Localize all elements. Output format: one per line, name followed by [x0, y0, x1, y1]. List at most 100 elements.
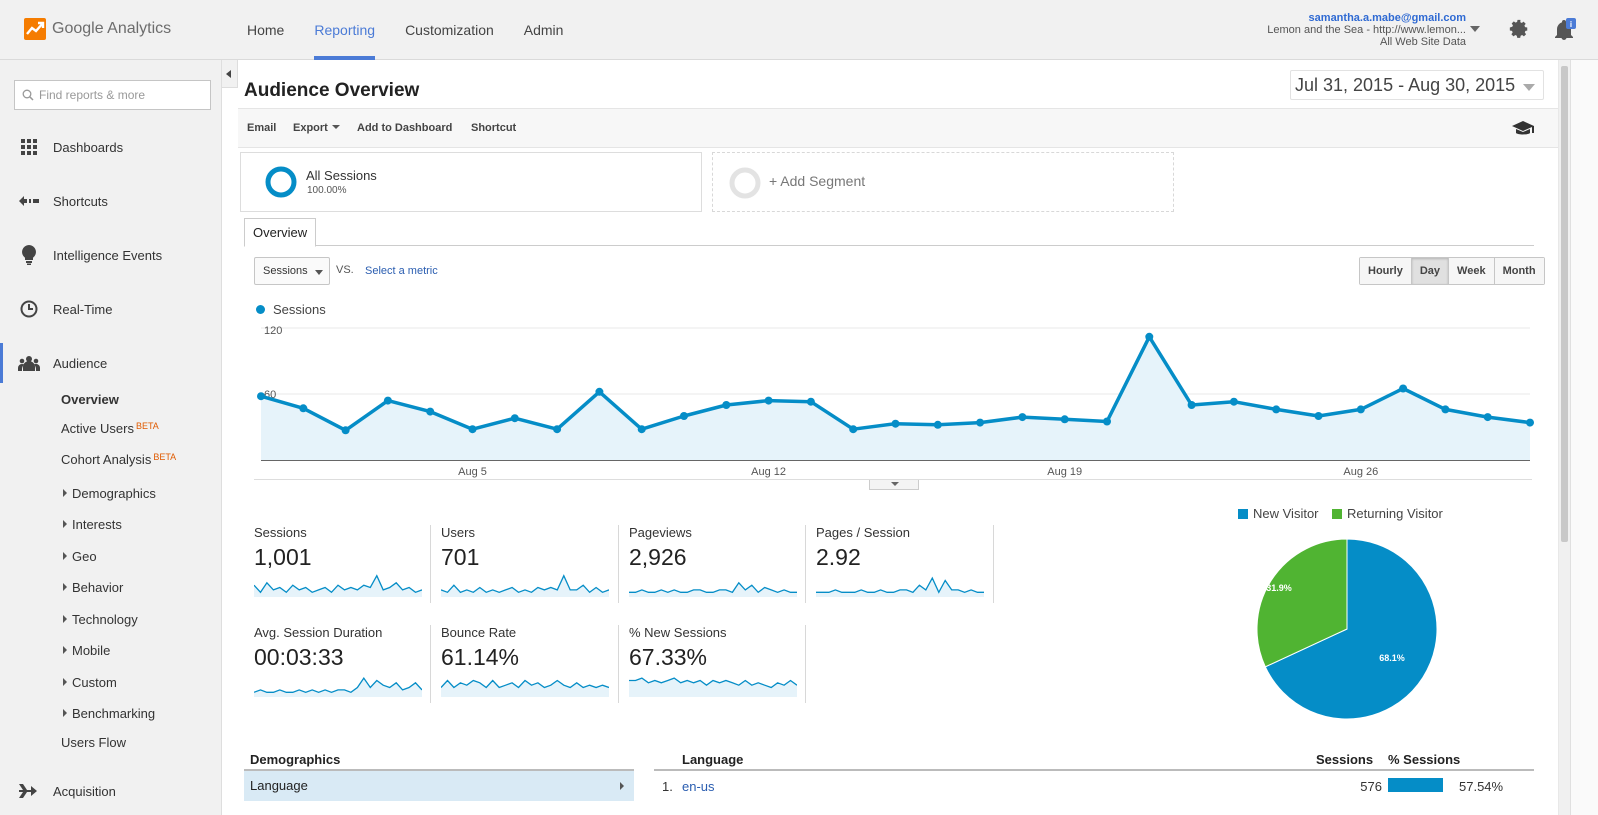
sidebar-item-label: Intelligence Events [53, 247, 163, 263]
sessions-point [764, 396, 773, 405]
sidebar-sub-overview[interactable]: Overview [61, 392, 119, 407]
segment-ring-icon [265, 166, 297, 198]
sidebar-item-real-time[interactable]: Real-Time [0, 289, 222, 329]
add-segment-button[interactable]: + Add Segment [712, 152, 1174, 212]
metric-new-sessions[interactable]: % New Sessions 67.33% [629, 625, 809, 703]
row-index: 1. [662, 779, 673, 794]
beta-badge: BETA [135, 421, 159, 431]
metric-pages-per-session[interactable]: Pages / Session 2.92 [816, 525, 996, 603]
granularity-day[interactable]: Day [1411, 258, 1450, 284]
vs-label: VS. [336, 264, 354, 276]
metric-users[interactable]: Users 701 [441, 525, 621, 603]
series-legend-swatch [256, 305, 265, 314]
metric-select[interactable]: Sessions [254, 257, 330, 285]
metric-sparkline [629, 677, 797, 697]
search-input[interactable] [39, 81, 207, 109]
sidebar-sub-custom[interactable]: Custom [64, 675, 117, 690]
sessions-point [383, 396, 392, 405]
graduation-cap-icon[interactable] [1512, 121, 1534, 137]
metric-divider [805, 525, 806, 603]
metric-value: 2,926 [629, 544, 687, 570]
metric-avg-session-duration[interactable]: Avg. Session Duration 00:03:33 [254, 625, 434, 703]
page-scrollbar[interactable] [1558, 60, 1598, 815]
sidebar-item-shortcuts[interactable]: Shortcuts [0, 181, 222, 221]
x-tick-label: Aug 19 [1047, 466, 1082, 478]
sidebar-sub-active-users[interactable]: Active Users BETA [61, 421, 159, 436]
demographics-row-label: Language [250, 778, 308, 793]
granularity-month[interactable]: Month [1494, 258, 1544, 284]
shortcut-button[interactable]: Shortcut [471, 122, 517, 134]
add-to-dashboard-button[interactable]: Add to Dashboard [357, 122, 453, 134]
sessions-point [1060, 415, 1069, 424]
scrollbar-thumb[interactable] [1561, 66, 1568, 542]
sessions-point [468, 425, 477, 434]
demographics-language-row[interactable]: Language [244, 771, 634, 801]
nav-reporting[interactable]: Reporting [299, 0, 390, 60]
sessions-point [299, 404, 308, 413]
sidebar-item-dashboards[interactable]: Dashboards [0, 127, 222, 167]
language-column-header: Language [682, 752, 744, 767]
metric-sparkline [629, 581, 797, 597]
sidebar-sub-users-flow[interactable]: Users Flow [61, 735, 127, 750]
sidebar-item-label: Audience [53, 355, 108, 371]
metric-name: Users [441, 525, 475, 540]
sidebar-collapse-button[interactable] [222, 60, 238, 88]
notification-bell-icon[interactable]: i [1552, 18, 1576, 42]
google-analytics-logo[interactable]: Google Analytics [24, 16, 171, 42]
chart-divider [254, 479, 1532, 480]
tab-overview[interactable]: Overview [244, 218, 317, 247]
nav-customization[interactable]: Customization [405, 22, 494, 38]
account-dropdown-icon[interactable] [1470, 26, 1480, 32]
sidebar-sub-cohort-analysis[interactable]: Cohort Analysis BETA [61, 452, 176, 467]
sidebar-item-audience[interactable]: Audience [0, 343, 222, 383]
sidebar-sub-mobile[interactable]: Mobile [64, 643, 110, 658]
report-tabs: Overview [244, 218, 1534, 247]
sessions-column-header: Sessions [1316, 752, 1374, 767]
sidebar-item-intelligence-events[interactable]: Intelligence Events [0, 235, 222, 275]
language-link[interactable]: en-us [682, 779, 715, 794]
export-button[interactable]: Export [293, 122, 340, 134]
report-search[interactable] [14, 80, 211, 110]
date-range-picker[interactable]: Jul 31, 2015 - Aug 30, 2015 [1290, 70, 1544, 100]
segment-all-sessions[interactable]: All Sessions 100.00% [240, 152, 702, 212]
metric-sparkline [816, 576, 984, 597]
sparkline-line [254, 574, 422, 594]
metric-pageviews[interactable]: Pageviews 2,926 [629, 525, 809, 603]
sidebar-item-acquisition[interactable]: Acquisition [0, 771, 222, 811]
x-tick-label: Aug 12 [751, 466, 786, 478]
sessions-point [1187, 401, 1196, 409]
people-icon [18, 352, 40, 374]
sidebar-sub-geo[interactable]: Geo [64, 549, 97, 564]
sidebar-sub-benchmarking[interactable]: Benchmarking [64, 706, 155, 721]
analytics-logo-icon [24, 18, 46, 40]
sparkline-area [441, 680, 609, 697]
gear-icon[interactable] [1508, 18, 1530, 40]
account-selector[interactable]: samantha.a.mabe@gmail.com Lemon and the … [1267, 12, 1466, 48]
metric-value: 1,001 [254, 544, 312, 570]
account-property: Lemon and the Sea - http://www.lemon... [1267, 24, 1466, 36]
sparkline-area [816, 578, 984, 597]
pie-slice-new-visitor [1264, 538, 1438, 720]
granularity-hourly[interactable]: Hourly [1360, 258, 1412, 284]
nav-home[interactable]: Home [247, 22, 285, 38]
sparkline-area [629, 678, 797, 697]
metric-bounce-rate[interactable]: Bounce Rate 61.14% [441, 625, 621, 703]
nav-admin[interactable]: Admin [523, 22, 564, 38]
sessions-point [1314, 412, 1323, 420]
sidebar-sub-behavior[interactable]: Behavior [64, 580, 123, 595]
pie-legend-returning-visitor[interactable]: Returning Visitor [1332, 506, 1443, 521]
metric-sparkline [254, 676, 422, 697]
sidebar-sub-demographics[interactable]: Demographics [64, 486, 156, 501]
sidebar-sub-interests[interactable]: Interests [64, 517, 122, 532]
sidebar-item-label: Real-Time [53, 301, 113, 317]
pie-legend-new-visitor[interactable]: New Visitor [1238, 506, 1319, 521]
granularity-week[interactable]: Week [1449, 258, 1495, 284]
select-metric-link[interactable]: Select a metric [365, 265, 438, 277]
metric-value: 00:03:33 [254, 644, 344, 670]
sidebar-sub-technology[interactable]: Technology [64, 612, 138, 627]
chart-expand-toggle[interactable] [869, 480, 919, 490]
sidebar-sub-label: Active Users [61, 421, 134, 436]
metric-sessions[interactable]: Sessions 1,001 [254, 525, 434, 603]
email-button[interactable]: Email [247, 122, 277, 134]
